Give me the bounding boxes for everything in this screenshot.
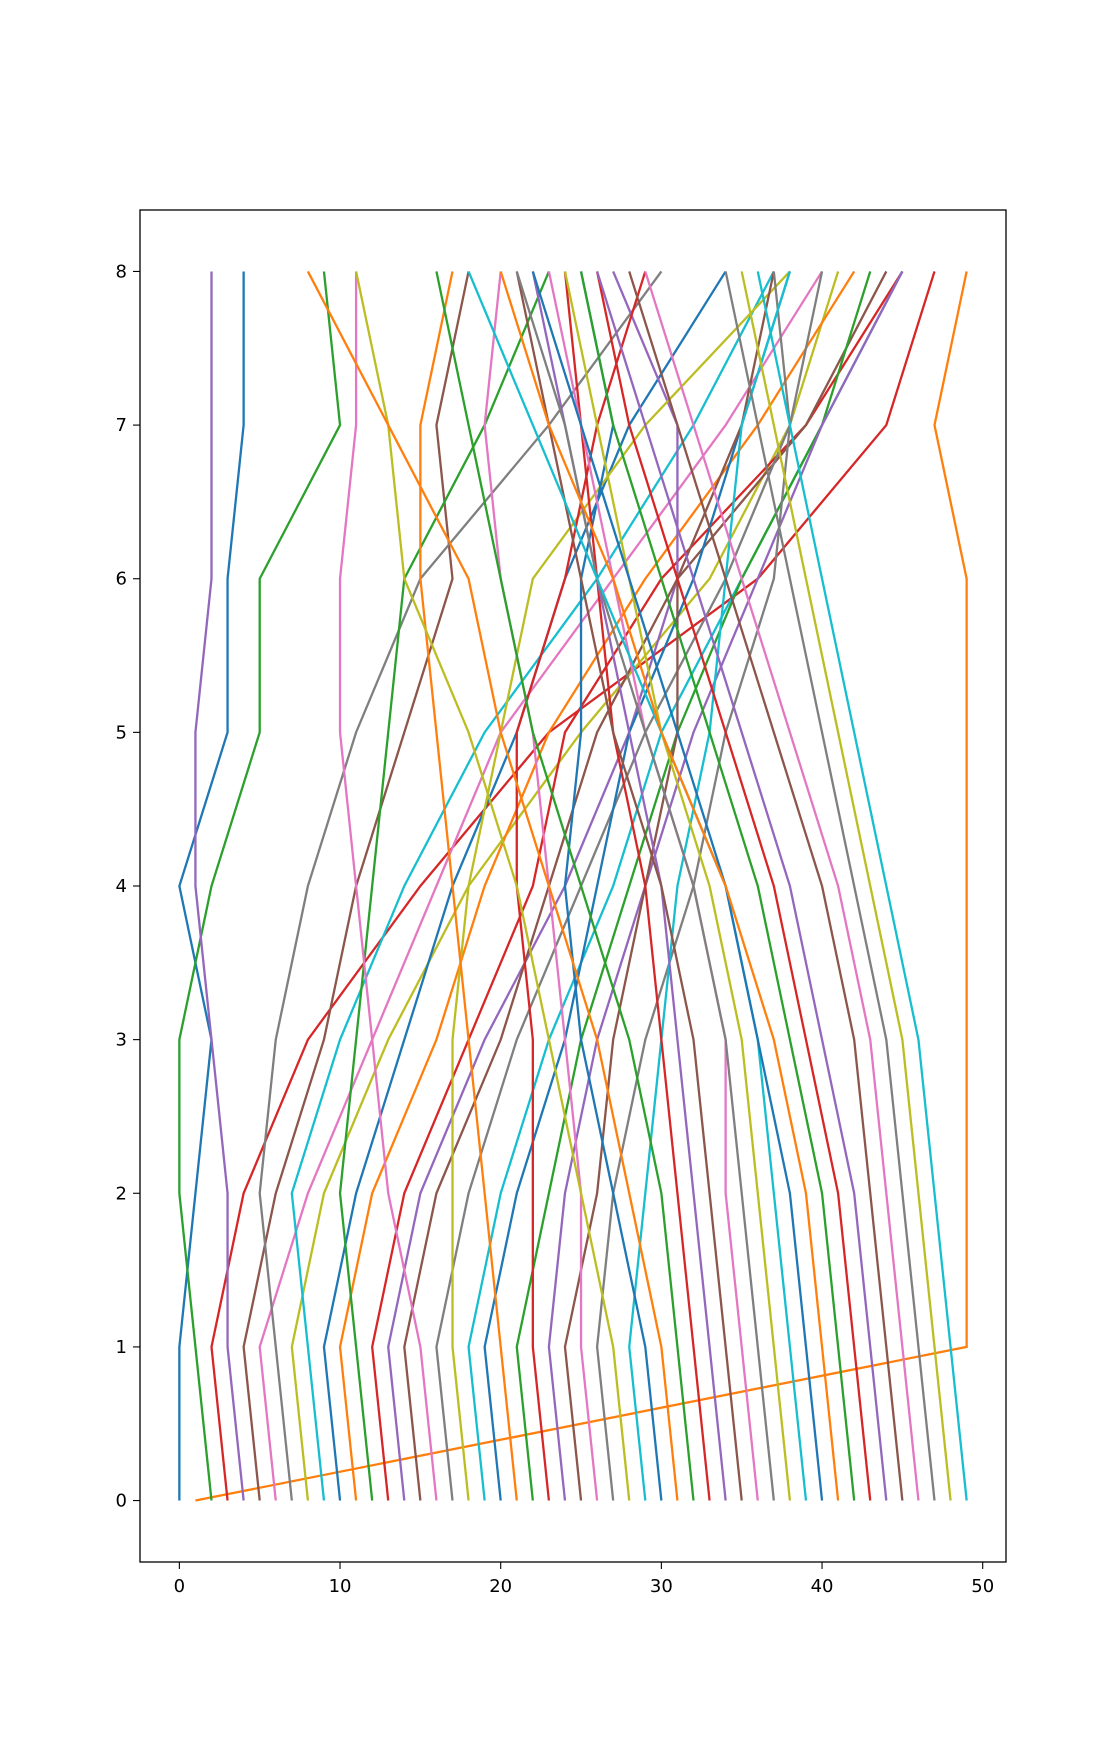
series-line-41: [499, 271, 840, 1501]
series-line-35: [515, 271, 743, 1501]
series-line-28: [354, 271, 631, 1501]
series-line-3: [210, 271, 936, 1501]
series-line-48: [740, 271, 952, 1501]
y-tick-label: 6: [116, 569, 127, 590]
y-tick-label: 2: [116, 1183, 127, 1204]
x-axis: 0 10 20 30 40 50: [174, 1562, 994, 1597]
series-line-21: [419, 271, 518, 1501]
y-tick-label: 4: [116, 876, 127, 897]
series-line-22: [515, 271, 872, 1501]
series-line-30: [563, 271, 663, 1501]
series-line-13: [371, 270, 904, 1501]
y-tick-label: 3: [116, 1030, 127, 1051]
series-line-0: [178, 271, 245, 1501]
x-tick-label: 0: [174, 1576, 185, 1597]
series-line-4: [194, 271, 245, 1501]
series-line-7: [258, 270, 663, 1501]
series-line-47: [724, 271, 936, 1501]
series-line-49: [756, 271, 968, 1501]
x-tick-label: 10: [329, 1576, 352, 1597]
y-tick-label: 5: [116, 722, 127, 743]
series-line-44: [596, 271, 888, 1501]
series-layer: [178, 270, 968, 1502]
series-line-6: [258, 270, 824, 1501]
series-line-37: [515, 271, 775, 1501]
series-line-1: [195, 271, 968, 1502]
y-tick-label: 7: [116, 415, 127, 436]
series-line-2: [178, 271, 342, 1501]
series-line-43: [595, 271, 872, 1501]
x-tick-label: 40: [811, 1576, 834, 1597]
y-tick-label: 8: [116, 261, 127, 282]
series-line-42: [579, 271, 856, 1501]
x-tick-label: 50: [971, 1576, 994, 1597]
series-line-33: [563, 271, 711, 1501]
series-line-16: [338, 271, 438, 1501]
series-line-32: [435, 271, 695, 1501]
x-tick-label: 30: [650, 1576, 673, 1597]
series-line-38: [563, 271, 792, 1501]
series-line-12: [338, 271, 550, 1501]
series-line-31: [306, 270, 679, 1501]
series-line-45: [628, 271, 904, 1501]
x-tick-label: 20: [489, 1576, 512, 1597]
y-tick-label: 1: [116, 1337, 127, 1358]
y-tick-label: 0: [116, 1491, 127, 1512]
series-line-46: [644, 271, 920, 1501]
y-axis: 0 1 2 3 4 5 6 7 8: [116, 261, 140, 1512]
